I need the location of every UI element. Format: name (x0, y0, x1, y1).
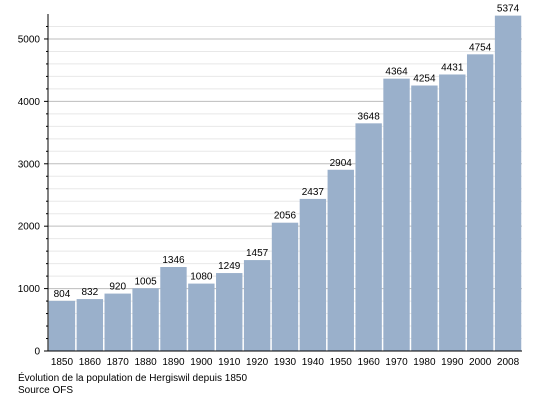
y-tick-label: 4000 (18, 97, 41, 108)
bars (48, 15, 522, 352)
data-label: 1346 (162, 255, 185, 266)
x-tick-label: 2008 (497, 357, 520, 368)
x-tick-label: 1990 (441, 357, 464, 368)
bar (466, 54, 494, 351)
bar (188, 283, 215, 351)
bar (243, 260, 271, 351)
bar (355, 123, 382, 352)
chart-source: Source OFS (18, 385, 74, 396)
data-labels: 804 832 920 1005 1346 1080 1249 1457 2056 2437 290… (54, 4, 520, 300)
bar (494, 15, 522, 352)
bar (48, 300, 76, 351)
data-label: 4431 (441, 62, 464, 73)
bar (216, 273, 243, 351)
data-label: 2056 (274, 211, 297, 222)
bar (132, 288, 159, 351)
data-label: 804 (54, 289, 71, 300)
bar (439, 74, 466, 351)
data-label: 1249 (218, 261, 241, 272)
y-tick-label: 2000 (18, 222, 41, 233)
x-tick-label: 2000 (469, 357, 492, 368)
bar (104, 293, 131, 351)
bar (271, 222, 299, 351)
x-tick-label: 1850 (51, 357, 74, 368)
data-label: 1080 (190, 272, 213, 283)
bar (383, 78, 410, 351)
y-tick-label: 0 (34, 347, 40, 358)
data-label: 2437 (302, 187, 325, 198)
x-tick-label: 1880 (134, 357, 157, 368)
x-tick-label: 1900 (190, 357, 213, 368)
bar (327, 169, 354, 351)
axes: 0 1000 2000 3000 4000 5000 1850 1860 1870 1880 189… (18, 14, 522, 368)
x-tick-label: 1960 (358, 357, 381, 368)
data-label: 4754 (469, 42, 492, 53)
y-tick-label: 1000 (18, 284, 41, 295)
x-tick-label: 1910 (218, 357, 241, 368)
data-label: 5374 (497, 4, 520, 15)
x-tick-label: 1860 (79, 357, 102, 368)
x-tick-label: 1930 (274, 357, 297, 368)
data-label: 2904 (330, 158, 353, 169)
y-tick-label: 5000 (18, 34, 41, 45)
x-tick-label: 1950 (330, 357, 353, 368)
bar (76, 299, 104, 351)
data-label: 4364 (385, 67, 408, 78)
data-label: 832 (81, 287, 98, 298)
data-label: 4254 (413, 74, 436, 85)
data-label: 1005 (134, 276, 157, 287)
data-label: 920 (109, 282, 126, 293)
x-tick-label: 1890 (162, 357, 185, 368)
y-tick-label: 3000 (18, 159, 41, 170)
bar (160, 266, 187, 351)
x-tick-label: 1940 (302, 357, 325, 368)
bar (411, 85, 438, 351)
x-tick-label: 1970 (385, 357, 408, 368)
x-tick-label: 1870 (107, 357, 130, 368)
x-tick-label: 1980 (413, 357, 436, 368)
chart-caption: Évolution de la population de Hergiswil … (18, 373, 248, 384)
x-tick-label: 1920 (246, 357, 269, 368)
data-label: 3648 (358, 111, 381, 122)
data-label: 1457 (246, 248, 269, 259)
bar (299, 198, 327, 351)
